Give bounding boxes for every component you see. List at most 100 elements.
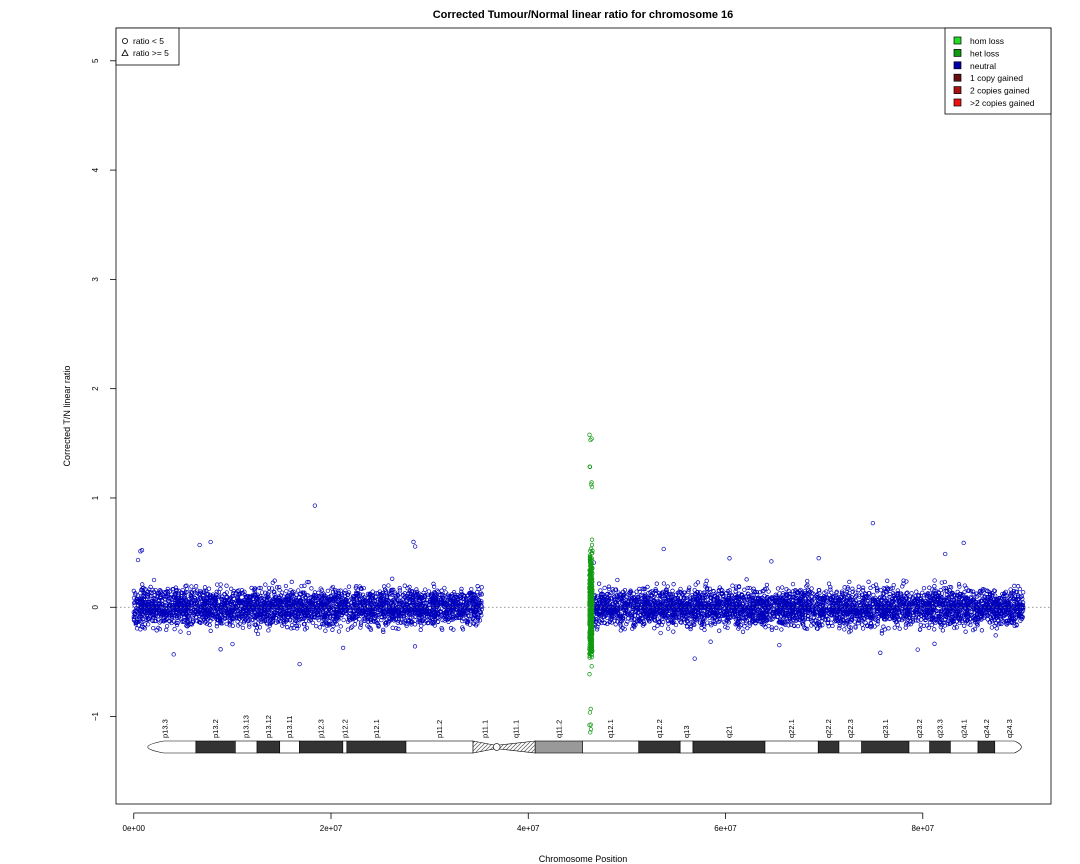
- ideogram-band-label: p13.13: [242, 715, 251, 738]
- data-points: [131, 432, 1026, 735]
- outlier-point: [412, 644, 418, 649]
- ideogram-band: [861, 740, 910, 754]
- outlier-point: [588, 727, 594, 732]
- ideogram-band: [908, 740, 930, 754]
- ideogram-band: [195, 740, 236, 754]
- shape-legend-box: [115, 27, 180, 66]
- circle-symbol-icon: [122, 38, 129, 45]
- series-het-loss: [587, 432, 595, 735]
- ideogram-band: [147, 740, 197, 754]
- y-tick-label-4: 3: [91, 277, 100, 282]
- ideogram-band: [405, 740, 474, 754]
- ideogram-band: [235, 740, 258, 754]
- x-tick-label-3: 6e+07: [714, 824, 737, 833]
- ideogram-band-label: p13.2: [211, 719, 220, 738]
- chart-title: Corrected Tumour/Normal linear ratio for…: [433, 9, 734, 21]
- ideogram-band-label: p12.2: [340, 719, 349, 738]
- shape-legend: ratio < 5 ratio >= 5: [115, 27, 180, 66]
- ideogram-band: [342, 740, 348, 754]
- ideogram-band: [929, 740, 951, 754]
- ideogram-band: [534, 740, 583, 754]
- ideogram-band-label: q23.1: [881, 719, 890, 738]
- chromosome-ideogram: p13.3 p13.2 p13.13 p13.12 p13.11 p12.3 p12.2 p1…: [147, 715, 1022, 754]
- y-tick-label-6: 5: [91, 58, 100, 63]
- ideogram-band: [994, 740, 1022, 754]
- ideogram-band: [299, 740, 344, 754]
- outlier-point: [727, 556, 732, 561]
- outlier-point: [870, 520, 876, 526]
- outlier-point: [589, 484, 595, 490]
- outlier-point: [340, 645, 346, 651]
- ideogram-band-label: p12.1: [372, 719, 381, 738]
- legend-swatch: [953, 86, 962, 94]
- color-legend-label: 2 copies gained: [970, 86, 1030, 96]
- ideogram-band: [977, 740, 996, 754]
- shape-legend-label: ratio < 5: [133, 36, 164, 46]
- outlier-point: [708, 639, 713, 644]
- legend-swatch: [953, 98, 962, 107]
- ideogram-band-label: q11.2: [554, 720, 563, 738]
- outlier-point: [135, 557, 141, 563]
- ideogram-band-label: q24.2: [982, 719, 991, 738]
- ideogram-band-label: q11.1: [511, 720, 520, 738]
- shape-legend-label: ratio >= 5: [133, 48, 169, 58]
- outlier-point: [932, 641, 937, 646]
- outlier-point: [915, 647, 920, 652]
- outlier-point: [589, 482, 594, 487]
- outlier-point: [588, 706, 593, 712]
- outlier-point: [816, 556, 821, 561]
- color-legend-label: 1 copy gained: [970, 73, 1023, 83]
- ideogram-band-label: q22.2: [824, 719, 833, 738]
- legend-swatch: [953, 36, 962, 45]
- color-legend-box: [944, 27, 1052, 115]
- ideogram-band-label: q24.1: [960, 719, 969, 738]
- ideogram-band: [764, 740, 819, 754]
- outlier-point: [878, 650, 883, 655]
- ideogram-band: [679, 740, 694, 754]
- x-tick-label-2: 4e+07: [517, 824, 540, 833]
- ideogram-band-label: q22.3: [846, 719, 855, 738]
- outlier-point: [411, 539, 416, 545]
- ideogram-band-label: p13.11: [285, 716, 294, 738]
- ideogram-band-label: p11.2: [435, 720, 444, 738]
- plot-frame: [115, 27, 1052, 805]
- x-axis-label: Chromosome Position: [539, 854, 628, 864]
- y-tick-label-5: 4: [91, 167, 100, 172]
- color-legend-label: >2 copies gained: [970, 98, 1035, 108]
- ideogram-band-label: p11.1: [480, 720, 489, 738]
- ideogram-band: [692, 740, 766, 754]
- y-tick-label-1: 0: [91, 604, 100, 609]
- y-axis-label: Corrected T/N linear ratio: [62, 366, 72, 467]
- x-axis: 0e+00 2e+07 4e+07 6e+07 8e+07: [123, 812, 935, 833]
- outlier-point: [297, 661, 302, 667]
- ideogram-band-label: q12.2: [655, 719, 664, 738]
- point-cloud-0-1: [590, 577, 1026, 638]
- ideogram-band-label: q23.3: [936, 719, 945, 738]
- outlier-point: [589, 480, 594, 485]
- outlier-point: [587, 432, 592, 437]
- outlier-point: [777, 642, 782, 648]
- ideogram-band: [582, 740, 640, 754]
- outlier-point: [692, 656, 697, 661]
- outlier-point: [589, 436, 594, 441]
- ideogram-band-label: p12.3: [317, 719, 326, 738]
- point-cloud-1-0: [587, 537, 595, 677]
- legend-swatch: [953, 49, 962, 57]
- ideogram-band-label: q22.1: [787, 719, 796, 738]
- color-legend-label: neutral: [970, 61, 996, 71]
- ideogram-band-label: p13.3: [160, 719, 169, 738]
- y-axis: −1 0 1 2 3 4 5: [91, 58, 116, 721]
- point-cloud-0-0: [131, 576, 485, 637]
- outlier-point: [587, 710, 593, 715]
- y-tick-label-2: 1: [91, 495, 100, 500]
- outlier-point: [588, 722, 593, 727]
- centromere-marker: [493, 743, 501, 751]
- ideogram-band-label: q13: [682, 725, 691, 738]
- x-tick-label-0: 0e+00: [123, 824, 146, 833]
- triangle-symbol-icon: [121, 49, 129, 56]
- outlier-point: [412, 544, 418, 549]
- outlier-point: [312, 503, 318, 508]
- ideogram-band: [838, 740, 862, 754]
- outlier-point: [661, 546, 666, 552]
- outlier-point: [961, 540, 966, 546]
